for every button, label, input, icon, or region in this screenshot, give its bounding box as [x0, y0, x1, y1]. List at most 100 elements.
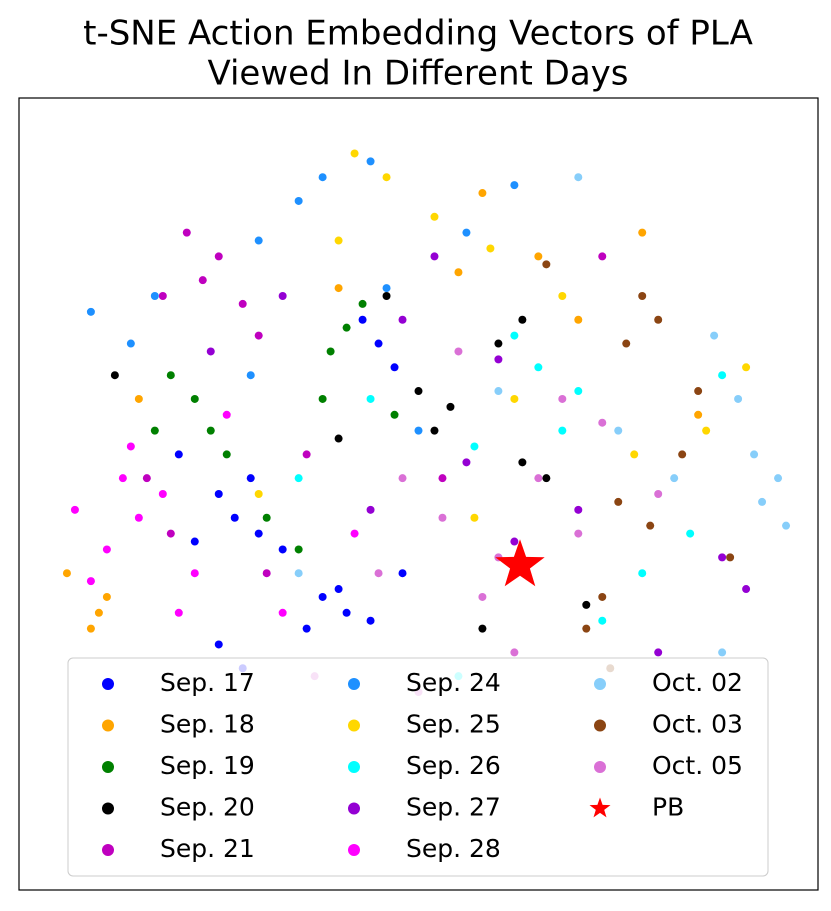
point: [574, 529, 583, 538]
point: [510, 331, 519, 340]
point: [574, 315, 583, 324]
point: [134, 394, 143, 403]
point: [446, 402, 455, 411]
point: [494, 339, 503, 348]
point: [574, 387, 583, 396]
point: [670, 474, 679, 483]
point: [534, 474, 543, 483]
plot-area: [62, 149, 791, 696]
point: [654, 315, 663, 324]
point: [718, 553, 727, 562]
point: [230, 513, 239, 522]
legend-label: Oct. 02: [652, 668, 743, 697]
legend-label: Sep. 18: [160, 710, 255, 739]
legend-box: [67, 657, 769, 877]
point: [254, 490, 263, 498]
point: [390, 410, 399, 419]
point: [174, 608, 183, 617]
point: [254, 236, 263, 245]
point: [278, 545, 287, 554]
point: [470, 513, 479, 522]
legend-marker: [102, 802, 114, 815]
point: [542, 474, 551, 483]
point: [478, 624, 487, 633]
point: [238, 299, 247, 308]
point: [294, 474, 303, 483]
point: [518, 315, 527, 324]
legend-marker: [102, 678, 114, 690]
legend-marker: [348, 678, 360, 690]
point: [342, 608, 351, 617]
point: [598, 252, 607, 261]
point: [638, 569, 647, 578]
point: [318, 592, 327, 601]
point: [598, 616, 607, 625]
point: [86, 624, 95, 633]
point: [430, 426, 439, 435]
point: [686, 529, 695, 538]
legend-label: Sep. 25: [406, 710, 501, 739]
point: [102, 592, 111, 601]
point: [750, 450, 759, 459]
point: [246, 371, 255, 380]
legend-marker: [589, 797, 611, 818]
point: [126, 442, 135, 451]
point: [206, 347, 215, 356]
legend-marker: [348, 719, 360, 732]
point: [518, 458, 527, 467]
point: [158, 490, 167, 498]
point: [350, 529, 359, 538]
point: [478, 189, 487, 198]
point: [366, 157, 375, 166]
point: [302, 624, 311, 633]
point: [414, 426, 423, 435]
legend-marker: [102, 761, 114, 773]
point: [382, 173, 391, 182]
point: [334, 434, 343, 443]
legend-marker: [348, 761, 360, 773]
point: [262, 569, 271, 578]
point: [470, 442, 479, 451]
legend-marker: [102, 719, 114, 732]
point: [638, 228, 647, 237]
point: [510, 394, 519, 403]
point: [678, 450, 687, 459]
point: [302, 450, 311, 459]
point: [70, 505, 79, 514]
point: [510, 181, 519, 190]
point: [494, 355, 503, 364]
point: [598, 592, 607, 601]
point: [614, 497, 623, 506]
point: [166, 529, 175, 538]
point: [398, 474, 407, 483]
point: [86, 307, 95, 316]
point: [454, 268, 463, 277]
point: [190, 569, 199, 578]
point: [294, 196, 303, 205]
point: [142, 474, 151, 483]
point: [182, 228, 191, 237]
legend-label: Sep. 28: [406, 834, 501, 863]
point: [630, 450, 639, 459]
legend: Sep. 17 Sep. 18 Sep. 19 Sep. 20 Sep. 21 Sep. …: [67, 657, 769, 877]
point: [198, 276, 207, 285]
point: [246, 474, 255, 483]
point: [254, 529, 263, 538]
point: [222, 410, 231, 419]
point: [702, 426, 711, 435]
point: [110, 371, 119, 380]
chart-title: Viewed In Different Days: [207, 54, 628, 94]
point: [430, 212, 439, 221]
point: [462, 228, 471, 237]
point: [390, 363, 399, 372]
legend-label: Sep. 24: [406, 668, 501, 697]
point: [734, 394, 743, 403]
point: [598, 418, 607, 427]
point: [134, 513, 143, 522]
point: [294, 569, 303, 578]
point: [726, 553, 735, 562]
point: [262, 513, 271, 522]
point: [126, 339, 135, 348]
point: [358, 315, 367, 324]
